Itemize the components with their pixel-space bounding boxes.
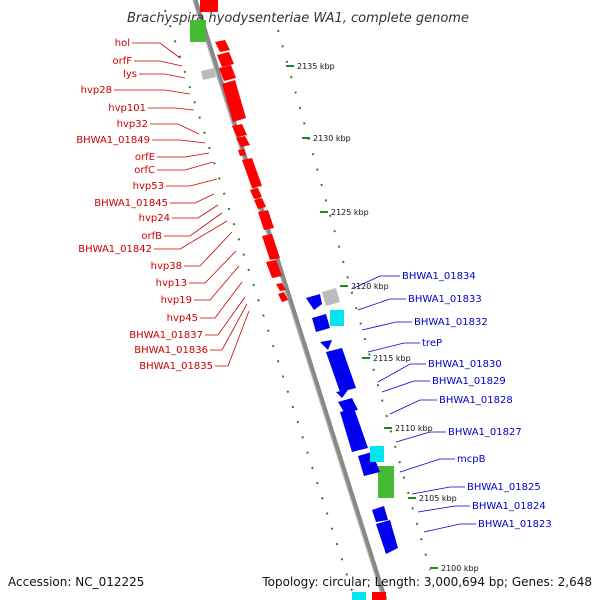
gene-feature [312,314,330,332]
gene-feature [372,592,386,600]
gene-label: orfB [141,231,162,242]
gene-feature [376,520,398,554]
reverse-genes [306,294,398,554]
gene-feature [254,198,266,209]
gene-label: treP [422,338,442,349]
gene-label: mcpB [457,454,486,465]
pseudo-feature [201,68,216,80]
gene-feature [200,0,218,12]
gene-label: BHWA1_01835 [139,361,213,372]
tick-labels: 2135 kbp 2130 kbp 2125 kbp 2120 kbp 2115… [297,62,479,573]
gene-label: orfE [135,152,155,163]
tick-label: 2130 kbp [313,134,351,143]
gene-feature [320,340,332,350]
gene-label: BHWA1_01834 [402,271,476,282]
gene-feature [358,452,380,476]
map-title: Brachyspira hyodysenteriae WA1, complete… [127,11,469,26]
gene-feature [340,408,368,452]
gene-label: hvp28 [81,85,112,96]
gene-feature [242,158,262,188]
tick-label: 2125 kbp [331,208,369,217]
gene-label: BHWA1_01832 [414,317,488,328]
pseudo-feature [322,288,340,306]
gene-label: BHWA1_01833 [408,294,482,305]
gene-feature [238,149,246,156]
gene-feature [250,188,262,199]
gene-label: hvp101 [108,103,146,114]
gene-label: BHWA1_01837 [129,330,203,341]
gene-feature [306,294,322,310]
gene-label: BHWA1_01824 [472,501,546,512]
gene-label: BHWA1_01830 [428,359,502,370]
gene-label: orfF [112,56,132,67]
gene-feature [262,234,280,260]
gene-feature [222,80,246,122]
gene-feature [236,136,250,147]
tick-label: 2120 kbp [351,282,389,291]
gene-label: hvp24 [139,213,170,224]
gene-label: BHWA1_01823 [478,519,552,530]
genome-backbone [192,0,388,600]
gene-label: BHWA1_01828 [439,395,513,406]
right-gene-labels: BHWA1_01834 BHWA1_01833 BHWA1_01832 treP… [402,271,552,530]
rna-feature [352,592,366,600]
gene-feature [215,40,230,52]
forward-genes [200,0,288,302]
gene-label: lys [123,69,137,80]
gene-label: orfC [134,165,155,176]
gene-feature [276,283,286,291]
gene-feature [217,52,234,67]
tick-label: 2100 kbp [441,564,479,573]
gene-label: BHWA1_01845 [94,198,168,209]
tick-label: 2115 kbp [373,354,411,363]
gene-label: BHWA1_01829 [432,376,506,387]
tick-label: 2135 kbp [297,62,335,71]
green-feature [190,20,206,42]
left-leaders [114,42,250,367]
gene-label: BHWA1_01836 [134,345,208,356]
topology-text: Topology: circular; Length: 3,000,694 bp… [261,575,592,589]
gene-label: BHWA1_01825 [467,482,541,493]
gene-feature [232,124,247,137]
gene-label: BHWA1_01842 [78,244,152,255]
gene-label: hvp53 [133,181,164,192]
tick-label: 2110 kbp [395,424,433,433]
gene-label: hvp32 [117,119,148,130]
gene-feature [372,506,388,522]
gene-feature [336,390,348,398]
gene-feature [326,348,356,392]
gene-feature [258,210,274,230]
gene-label: BHWA1_01849 [76,135,150,146]
rna-feature [330,310,344,326]
gene-feature [219,65,236,81]
gene-label: hvp45 [167,313,198,324]
right-leaders [353,275,476,533]
gene-feature [266,260,282,278]
accession-text: Accession: NC_012225 [8,575,144,589]
green-feature [378,466,394,498]
tick-label: 2105 kbp [419,494,457,503]
left-gene-labels: hol orfF lys hvp28 hvp101 hvp32 BHWA1_01… [76,38,213,372]
gene-feature [278,292,288,302]
gene-label: hol [115,38,130,49]
scale-ticks [286,65,438,569]
gene-label: hvp19 [161,295,192,306]
rna-feature [370,446,384,462]
gene-label: hvp38 [151,261,182,272]
gene-label: hvp13 [156,278,187,289]
gene-label: BHWA1_01827 [448,427,522,438]
